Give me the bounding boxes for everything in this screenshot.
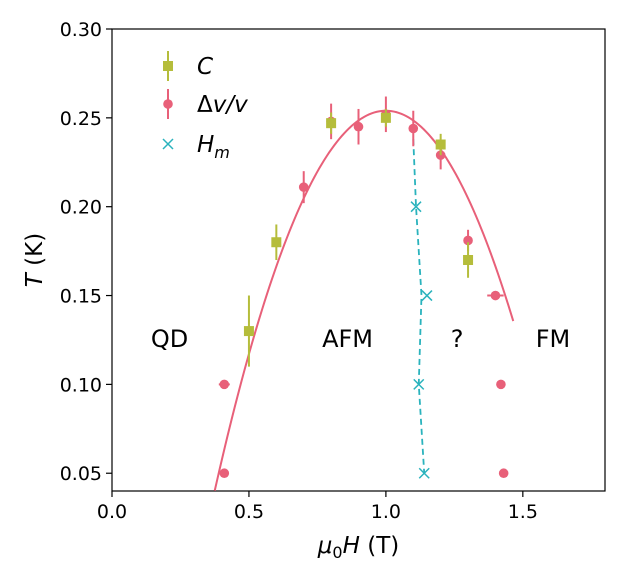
data-point: [380, 112, 391, 123]
series-dv: [218, 96, 509, 479]
x-stroke: [413, 378, 425, 390]
axes: 0.0 0.5 1.0 1.5 0.05 0.10 0.15 0.20 0.25 0.30 μ0H …: [22, 19, 606, 562]
data-point: [353, 121, 364, 132]
y-tick-label: 0.15: [60, 286, 102, 308]
x-tick-label: 1.0: [371, 501, 401, 523]
chart-marks: [213, 96, 515, 491]
y-tick-label: 0.20: [60, 197, 102, 219]
y-tick-label: 0.05: [60, 463, 102, 485]
x-axis-label: μ0H (T): [317, 533, 399, 562]
x-stroke: [410, 201, 422, 213]
legend-label: Hm: [197, 132, 230, 162]
region-label: AFM: [322, 325, 373, 353]
legend-item-dv: Δv/v: [163, 89, 248, 119]
data-point: [298, 182, 309, 192]
legend-marker: [163, 99, 173, 109]
data-point: [219, 379, 230, 390]
y-tick-label: 0.10: [60, 374, 102, 396]
legend-item-c: C: [163, 51, 213, 81]
data-point: [219, 468, 230, 479]
legend-label: Δv/v: [197, 92, 248, 118]
series-h_m: [410, 201, 433, 479]
region-annotations: QD AFM? FM: [151, 325, 570, 353]
data-point: [271, 237, 282, 248]
legend: C Δv/v Hm: [162, 51, 248, 162]
y-axis-label: T (K): [22, 233, 48, 287]
data-point: [463, 235, 473, 246]
legend-marker: [163, 61, 173, 71]
data-point: [408, 123, 419, 134]
fit-curve: [213, 109, 515, 491]
data-point: [463, 255, 474, 265]
data-point: [421, 290, 433, 302]
x-tick-label: 0.5: [234, 501, 264, 523]
x-stroke: [418, 467, 430, 479]
x-tick-label: 1.5: [508, 501, 538, 523]
region-label: FM: [536, 325, 571, 353]
data-point: [435, 139, 446, 150]
data-point: [410, 201, 422, 213]
y-tick-label: 0.30: [60, 19, 102, 41]
plot-frame: [111, 28, 606, 492]
series-c: [243, 108, 474, 367]
region-label: ?: [451, 325, 464, 353]
legend-label: C: [197, 54, 213, 80]
x-tick-label: 0.0: [97, 501, 127, 523]
data-point: [498, 468, 509, 479]
hm-dashed-line: [412, 139, 426, 474]
x-stroke: [162, 138, 174, 150]
x-stroke: [421, 290, 433, 302]
region-label: QD: [151, 325, 188, 353]
data-point: [243, 326, 254, 337]
data-point: [496, 379, 506, 390]
data-point: [326, 118, 337, 129]
legend-item-hm: Hm: [162, 132, 230, 162]
y-tick-label: 0.25: [60, 108, 102, 130]
data-point: [413, 378, 425, 390]
legend-marker: [162, 138, 174, 150]
data-point: [490, 290, 501, 301]
data-point: [418, 467, 430, 479]
